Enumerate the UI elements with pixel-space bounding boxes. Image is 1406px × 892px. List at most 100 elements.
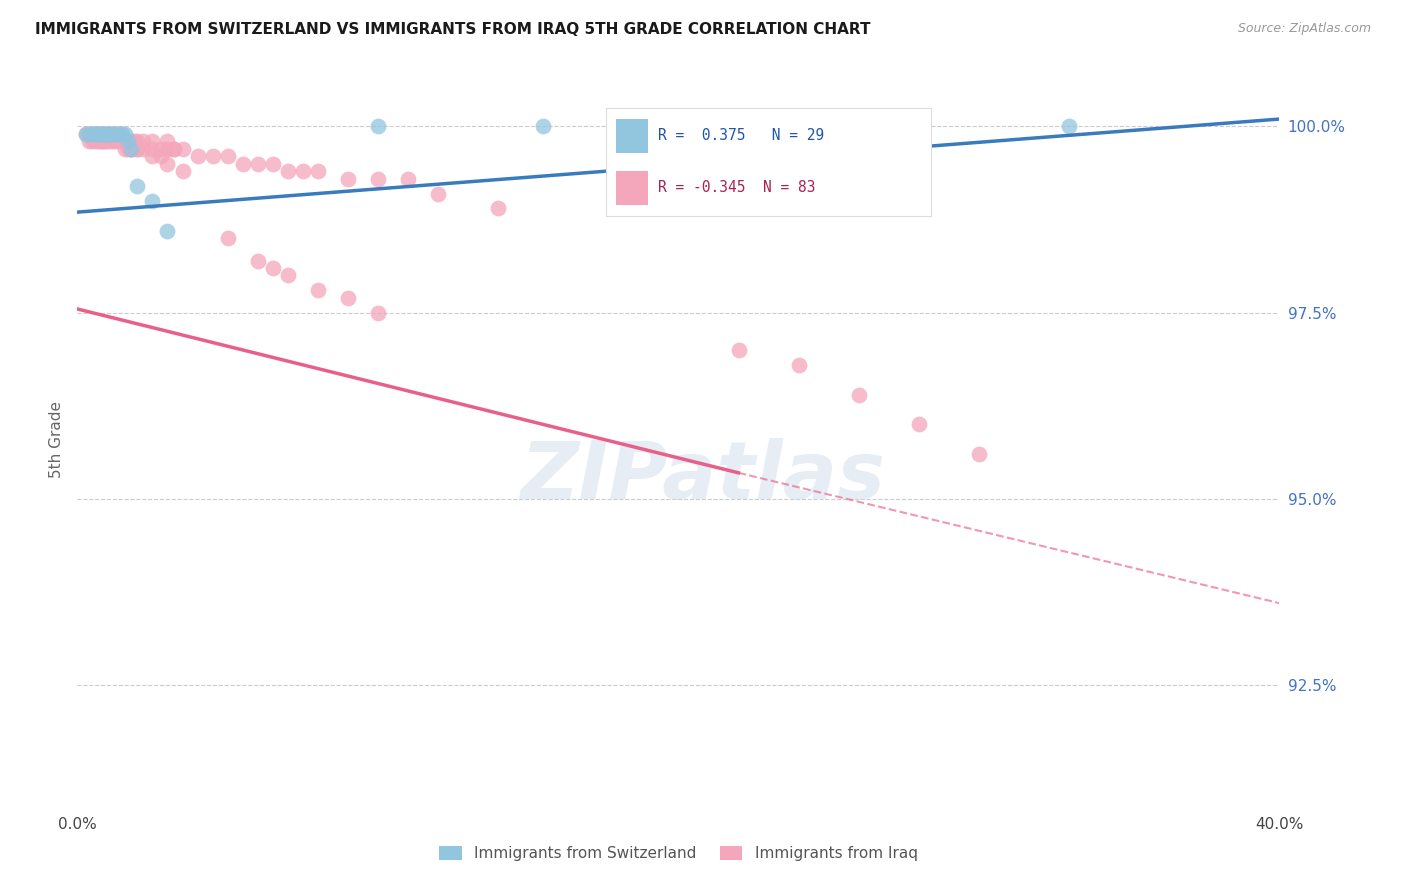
Point <box>75 127 97 141</box>
Point <box>82 127 104 141</box>
Point <box>87 127 110 141</box>
Point <box>103 127 125 141</box>
Point <box>336 171 359 186</box>
Point <box>111 127 134 141</box>
Point <box>150 142 173 156</box>
Point <box>100 127 122 141</box>
Point <box>727 343 749 357</box>
Point <box>111 134 134 148</box>
Point <box>90 134 112 148</box>
Point <box>832 120 855 134</box>
Point <box>127 142 149 156</box>
Point <box>172 142 194 156</box>
Point <box>127 134 149 148</box>
Point <box>105 134 128 148</box>
Point <box>96 127 118 141</box>
Point <box>141 134 163 148</box>
Point <box>114 142 136 156</box>
Point <box>93 127 115 141</box>
Point <box>132 142 155 156</box>
Point <box>84 134 107 148</box>
Point <box>108 127 131 141</box>
Point <box>90 134 112 148</box>
Point <box>79 127 101 141</box>
Point <box>141 194 163 208</box>
Point <box>111 127 134 141</box>
Point <box>79 134 101 148</box>
Point <box>124 134 146 148</box>
Legend: Immigrants from Switzerland, Immigrants from Iraq: Immigrants from Switzerland, Immigrants … <box>433 840 924 867</box>
Point <box>100 127 122 141</box>
Text: IMMIGRANTS FROM SWITZERLAND VS IMMIGRANTS FROM IRAQ 5TH GRADE CORRELATION CHART: IMMIGRANTS FROM SWITZERLAND VS IMMIGRANT… <box>35 22 870 37</box>
Point <box>531 120 554 134</box>
Point <box>367 306 389 320</box>
Point <box>120 142 142 156</box>
Point <box>114 127 136 141</box>
Point <box>117 142 139 156</box>
Point <box>114 134 136 148</box>
Point <box>277 268 299 283</box>
Point <box>96 127 118 141</box>
Point <box>787 358 810 372</box>
Point <box>93 134 115 148</box>
Point <box>87 127 110 141</box>
Point <box>217 231 239 245</box>
Point <box>93 134 115 148</box>
Point <box>84 127 107 141</box>
Point <box>108 134 131 148</box>
Point <box>307 284 329 298</box>
Point <box>117 134 139 148</box>
Point <box>114 134 136 148</box>
Point <box>105 127 128 141</box>
Point <box>162 142 184 156</box>
Text: Source: ZipAtlas.com: Source: ZipAtlas.com <box>1237 22 1371 36</box>
Point <box>82 127 104 141</box>
Point <box>132 134 155 148</box>
Point <box>87 134 110 148</box>
Point <box>111 134 134 148</box>
Point <box>75 127 97 141</box>
Point <box>84 127 107 141</box>
Point <box>90 127 112 141</box>
Point <box>156 224 179 238</box>
Point <box>150 149 173 163</box>
Point <box>127 142 149 156</box>
Point <box>486 202 509 216</box>
Point <box>82 127 104 141</box>
Point <box>82 134 104 148</box>
Point <box>848 387 870 401</box>
Point <box>246 157 269 171</box>
Point <box>1057 120 1080 134</box>
Point <box>232 157 254 171</box>
Point <box>187 149 209 163</box>
Point <box>427 186 450 201</box>
Point <box>120 142 142 156</box>
Point <box>100 134 122 148</box>
Point <box>103 127 125 141</box>
Point <box>96 127 118 141</box>
Point <box>120 142 142 156</box>
Point <box>262 260 284 275</box>
Point <box>141 149 163 163</box>
Point <box>84 127 107 141</box>
Point <box>172 164 194 178</box>
Point <box>396 171 419 186</box>
Point <box>108 127 131 141</box>
Point <box>90 127 112 141</box>
Point <box>93 127 115 141</box>
Point <box>162 142 184 156</box>
Point <box>217 149 239 163</box>
Point <box>908 417 931 432</box>
Point <box>367 171 389 186</box>
Point <box>262 157 284 171</box>
Point <box>93 127 115 141</box>
Point <box>336 291 359 305</box>
Text: ZIPatlas: ZIPatlas <box>520 438 884 516</box>
Point <box>201 149 224 163</box>
Point <box>90 127 112 141</box>
Point <box>100 127 122 141</box>
Point <box>156 157 179 171</box>
Point <box>156 142 179 156</box>
Point <box>291 164 314 178</box>
Point <box>103 127 125 141</box>
